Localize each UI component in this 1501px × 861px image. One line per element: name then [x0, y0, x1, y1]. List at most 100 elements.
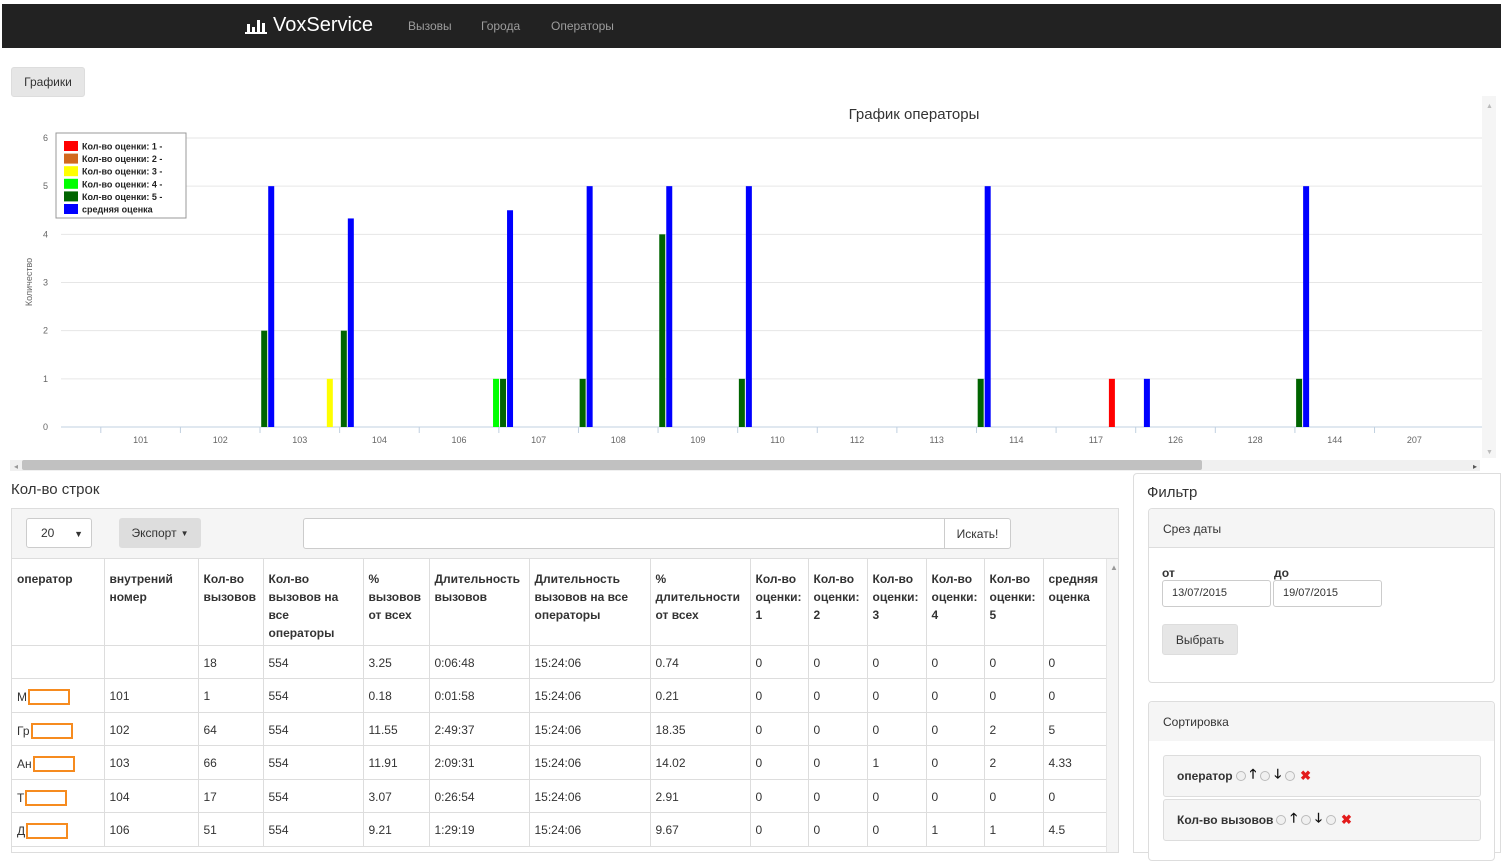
- sort-desc-radio[interactable]: [1325, 815, 1336, 825]
- charts-button[interactable]: Графики: [11, 67, 85, 97]
- table-cell: 18: [198, 645, 264, 679]
- sort-desc-radio[interactable]: [1285, 771, 1296, 781]
- table-cell: 18.35: [650, 712, 751, 746]
- export-button[interactable]: Экспорт ▼: [119, 518, 201, 548]
- column-header[interactable]: Кол-во оценки: 3: [867, 559, 927, 646]
- legend-label[interactable]: Кол-во оценки: 2 -: [82, 154, 162, 164]
- bar-средняя-оценка-106[interactable]: [507, 210, 514, 427]
- bar-средняя-оценка-103[interactable]: [347, 218, 354, 427]
- table-cell: 0: [926, 712, 985, 746]
- bar-кол-во-оценки-5-128[interactable]: [1296, 378, 1303, 427]
- table-cell: 0: [808, 645, 868, 679]
- legend-label[interactable]: средняя оценка: [82, 205, 154, 215]
- bar-средняя-оценка-117[interactable]: [1143, 378, 1150, 427]
- column-header[interactable]: Кол-во оценки: 4: [926, 559, 985, 646]
- table-cell: 9.67: [650, 812, 751, 847]
- bar-кол-во-оценки-3-103[interactable]: [326, 378, 333, 427]
- table-cell: 0: [984, 779, 1044, 813]
- column-header[interactable]: Кол-во оценки: 5: [984, 559, 1044, 646]
- sort-asc-radio[interactable]: [1301, 815, 1312, 825]
- table-cell: 0: [750, 712, 809, 746]
- select-button[interactable]: Выбрать: [1162, 624, 1238, 655]
- y-tick-label: 2: [43, 326, 48, 336]
- bar-средняя-оценка-102[interactable]: [268, 186, 275, 427]
- column-header[interactable]: Кол-во вызовов: [198, 559, 264, 646]
- column-header[interactable]: Кол-во оценки: 1: [750, 559, 809, 646]
- bar-средняя-оценка-113[interactable]: [984, 186, 991, 427]
- bar-кол-во-оценки-5-102[interactable]: [261, 330, 268, 427]
- bar-средняя-оценка-109[interactable]: [745, 186, 752, 427]
- table-cell: 2.91: [650, 779, 751, 813]
- sort-item-label: Кол-во вызовов: [1177, 813, 1274, 827]
- table-cell: 0: [750, 745, 809, 780]
- column-header[interactable]: средняя оценка: [1043, 559, 1107, 646]
- chart-vertical-scrollbar[interactable]: ▲ ▼: [1482, 96, 1496, 458]
- column-header[interactable]: % вызовов от всех: [363, 559, 430, 646]
- bar-кол-во-оценки-5-106[interactable]: [500, 378, 507, 427]
- search-input[interactable]: [303, 518, 945, 549]
- table-cell: 0: [867, 812, 927, 847]
- bar-кол-во-оценки-4-106[interactable]: [493, 378, 500, 427]
- column-header[interactable]: внутрений номер: [104, 559, 199, 646]
- scroll-up-icon[interactable]: ▲: [1486, 103, 1493, 110]
- bar-средняя-оценка-128[interactable]: [1303, 186, 1310, 427]
- table-row: Т 104 17 554 3.07 0:26:54 15:24:06 2.91 0 0 0 0 0 0: [12, 779, 1107, 813]
- bar-кол-во-оценки-5-109[interactable]: [738, 378, 745, 427]
- bar-chart-icon: [245, 19, 267, 34]
- bar-средняя-оценка-108[interactable]: [666, 186, 673, 427]
- legend-label[interactable]: Кол-во оценки: 5 -: [82, 192, 162, 202]
- bar-кол-во-оценки-5-113[interactable]: [977, 378, 984, 427]
- sort-none-radio[interactable]: [1276, 815, 1287, 825]
- y-tick-label: 6: [43, 133, 48, 143]
- table-cell: 0: [867, 678, 927, 713]
- scroll-down-icon[interactable]: ▼: [1486, 449, 1493, 456]
- date-to-input[interactable]: 19/07/2015: [1273, 580, 1382, 607]
- scroll-right-icon[interactable]: ▸: [1473, 462, 1477, 471]
- sort-none-radio[interactable]: [1235, 771, 1246, 781]
- column-header[interactable]: Длительность вызовов на все операторы: [529, 559, 651, 646]
- column-header[interactable]: Кол-во вызовов на все операторы: [263, 559, 364, 646]
- page-size-select[interactable]: 20 ▼: [26, 518, 92, 548]
- bar-кол-во-оценки-5-107[interactable]: [579, 378, 586, 427]
- column-header[interactable]: Кол-во оценки: 2: [808, 559, 868, 646]
- nav-calls[interactable]: Вызовы: [408, 19, 452, 33]
- column-header[interactable]: оператор: [12, 559, 105, 646]
- legend-label[interactable]: Кол-во оценки: 4 -: [82, 179, 162, 189]
- table-vertical-scrollbar[interactable]: ▲: [1106, 559, 1118, 852]
- sort-asc-radio[interactable]: [1260, 771, 1271, 781]
- date-range-panel: Срез даты от до 13/07/2015 19/07/2015 Вы…: [1148, 508, 1495, 683]
- chart-title: График операторы: [849, 106, 980, 123]
- table-cell: 0: [867, 645, 927, 679]
- y-tick-label: 4: [43, 229, 48, 239]
- table-cell: 15:24:06: [529, 745, 651, 780]
- bar-кол-во-оценки-5-108[interactable]: [659, 234, 666, 427]
- scroll-up-icon[interactable]: ▲: [1110, 563, 1118, 572]
- legend-label[interactable]: Кол-во оценки: 3 -: [82, 167, 162, 177]
- chart-scroll-thumb[interactable]: [22, 460, 1202, 470]
- remove-sort-icon[interactable]: ✖: [1300, 768, 1312, 783]
- table-cell: 0: [808, 779, 868, 813]
- scroll-left-icon[interactable]: ◂: [14, 462, 18, 471]
- nav-cities[interactable]: Города: [481, 19, 521, 33]
- bar-кол-во-оценки-1-117[interactable]: [1108, 378, 1115, 427]
- bar-кол-во-оценки-5-103[interactable]: [340, 330, 347, 427]
- table-cell: 1: [867, 745, 927, 780]
- top-navbar: VoxService Вызовы Города Операторы: [2, 4, 1501, 48]
- table-cell: 0: [1043, 678, 1107, 713]
- remove-sort-icon[interactable]: ✖: [1340, 812, 1352, 827]
- table-cell: 3.07: [363, 779, 430, 813]
- table-cell: 3.25: [363, 645, 430, 679]
- search-button[interactable]: Искать!: [944, 518, 1011, 549]
- table-cell: 5: [1043, 712, 1107, 746]
- operator-cell: Гр: [12, 712, 105, 746]
- legend-label[interactable]: Кол-во оценки: 1 -: [82, 142, 162, 152]
- y-tick-label: 5: [43, 181, 48, 191]
- nav-operators[interactable]: Операторы: [551, 19, 614, 33]
- column-header[interactable]: % длительности от всех: [650, 559, 751, 646]
- bar-средняя-оценка-107[interactable]: [586, 186, 593, 427]
- chart-horizontal-scrollbar[interactable]: ◂ ▸: [10, 460, 1480, 471]
- date-from-input[interactable]: 13/07/2015: [1162, 580, 1271, 607]
- column-header[interactable]: Длительность вызовов: [429, 559, 530, 646]
- table-cell: 0: [808, 812, 868, 847]
- brand[interactable]: VoxService: [245, 14, 373, 37]
